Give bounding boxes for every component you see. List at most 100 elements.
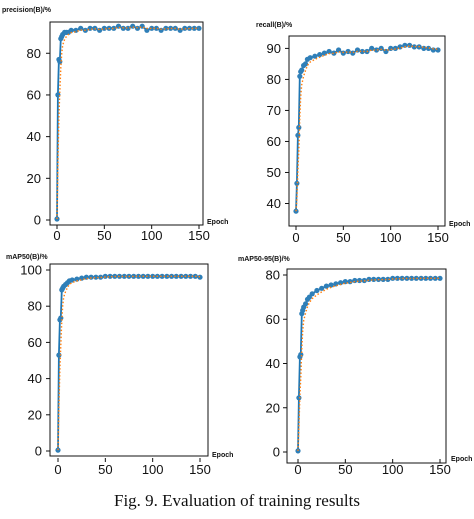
data-point <box>425 45 432 52</box>
x-axis-label: Epoch <box>449 221 470 228</box>
data-point <box>435 47 441 53</box>
series-line <box>56 25 199 220</box>
data-point <box>150 273 156 279</box>
data-point <box>187 273 194 279</box>
x-tick-label: 0 <box>54 462 61 477</box>
data-point <box>366 276 372 282</box>
data-point <box>302 61 309 67</box>
data-point <box>352 277 358 284</box>
y-tick-label: 60 <box>27 87 41 102</box>
x-tick-label: 50 <box>97 228 111 243</box>
y-tick-label: 80 <box>267 72 281 87</box>
data-point <box>409 275 415 281</box>
y-tick-label: 50 <box>267 165 281 180</box>
data-point <box>145 273 151 279</box>
x-tick-label: 150 <box>427 230 449 245</box>
x-tick-label: 0 <box>53 228 60 243</box>
x-tick-label: 150 <box>429 462 451 477</box>
data-point <box>328 282 334 288</box>
y-tick-label: 70 <box>267 103 281 118</box>
data-point <box>159 273 165 279</box>
chart-map50-95: mAP50-95(B)/% Epoch 0 50 100 150 0 20 40 60 80 <box>238 256 472 477</box>
plot-frame <box>288 35 446 227</box>
data-point <box>430 47 436 53</box>
x-tick-label: 150 <box>188 228 210 243</box>
x-tick-label: 150 <box>189 462 211 477</box>
data-point <box>158 27 164 33</box>
chart-recall: recall(B)/% Epoch 0 50 100 150 40 50 60 70 80 90 <box>256 22 470 245</box>
y-tick-label: 0 <box>34 213 41 228</box>
data-point <box>303 301 309 307</box>
data-point <box>130 23 136 29</box>
y-tick-label: 20 <box>27 171 41 186</box>
y-tick-label: 80 <box>27 46 41 61</box>
data-point <box>380 276 386 282</box>
data-point <box>307 55 313 61</box>
data-point <box>359 48 365 55</box>
figure-caption: Fig. 9. Evaluation of training results <box>114 491 360 510</box>
y-axis-label: precision(B)/% <box>2 7 52 14</box>
y-tick-label: 40 <box>266 356 280 371</box>
data-point <box>312 53 318 59</box>
series-line <box>57 275 201 451</box>
y-axis-label: mAP50-95(B)/% <box>238 256 291 263</box>
y-tick-label: 0 <box>35 444 42 459</box>
y-tick-label: 100 <box>20 263 42 278</box>
data-point <box>326 48 332 55</box>
data-point <box>131 273 137 279</box>
data-point <box>373 47 380 53</box>
data-point <box>111 25 117 31</box>
y-tick-label: 20 <box>266 400 280 415</box>
chart-precision: precision(B)/% Epoch 0 50 100 150 0 20 40 60 80 <box>2 7 228 243</box>
data-point <box>294 180 300 186</box>
data-point <box>297 73 303 79</box>
series-line <box>297 277 440 451</box>
x-axis-label: Epoch <box>207 219 228 226</box>
data-point <box>402 42 408 48</box>
data-point <box>97 27 103 33</box>
data-point <box>299 67 305 73</box>
x-tick-label: 50 <box>336 230 350 245</box>
y-tick-label: 80 <box>266 268 280 283</box>
smoothed-line <box>297 277 440 451</box>
data-point <box>399 275 405 281</box>
data-point <box>69 277 75 283</box>
data-point <box>309 291 315 297</box>
data-point <box>350 50 356 56</box>
data-point <box>107 273 113 279</box>
x-tick-label: 100 <box>142 462 164 477</box>
x-tick-label: 0 <box>292 230 299 245</box>
data-point <box>121 273 127 279</box>
y-tick-label: 60 <box>266 312 280 327</box>
plot-frame <box>49 21 204 226</box>
data-point <box>168 25 174 31</box>
x-tick-label: 100 <box>382 462 404 477</box>
data-point <box>88 274 94 280</box>
data-point <box>338 280 344 286</box>
x-axis-label: Epoch <box>212 452 233 459</box>
data-point <box>407 42 413 48</box>
data-point <box>371 276 377 282</box>
x-tick-label: 100 <box>380 230 402 245</box>
y-axis-label: recall(B)/% <box>256 22 293 29</box>
data-point <box>173 273 179 279</box>
series-line <box>295 44 438 212</box>
chart-map50: mAP50(B)/% Epoch 0 50 100 150 0 20 40 60 80 100 <box>6 254 233 477</box>
y-tick-label: 90 <box>267 41 281 56</box>
data-point <box>347 279 353 285</box>
data-point <box>197 274 203 280</box>
data-point <box>93 274 99 280</box>
x-tick-label: 50 <box>98 462 112 477</box>
x-tick-label: 100 <box>141 228 163 243</box>
data-point <box>56 352 62 358</box>
smoothed-line <box>56 26 200 220</box>
figure-panels: precision(B)/% Epoch 0 50 100 150020406080 … <box>2 7 472 477</box>
data-point <box>55 92 61 98</box>
y-tick-label: 0 <box>273 445 280 460</box>
smoothed-line <box>295 45 439 212</box>
y-tick-label: 40 <box>267 196 281 211</box>
smoothed-line <box>57 275 201 451</box>
data-point <box>298 352 304 358</box>
data-point <box>319 285 325 291</box>
data-point <box>317 52 323 58</box>
